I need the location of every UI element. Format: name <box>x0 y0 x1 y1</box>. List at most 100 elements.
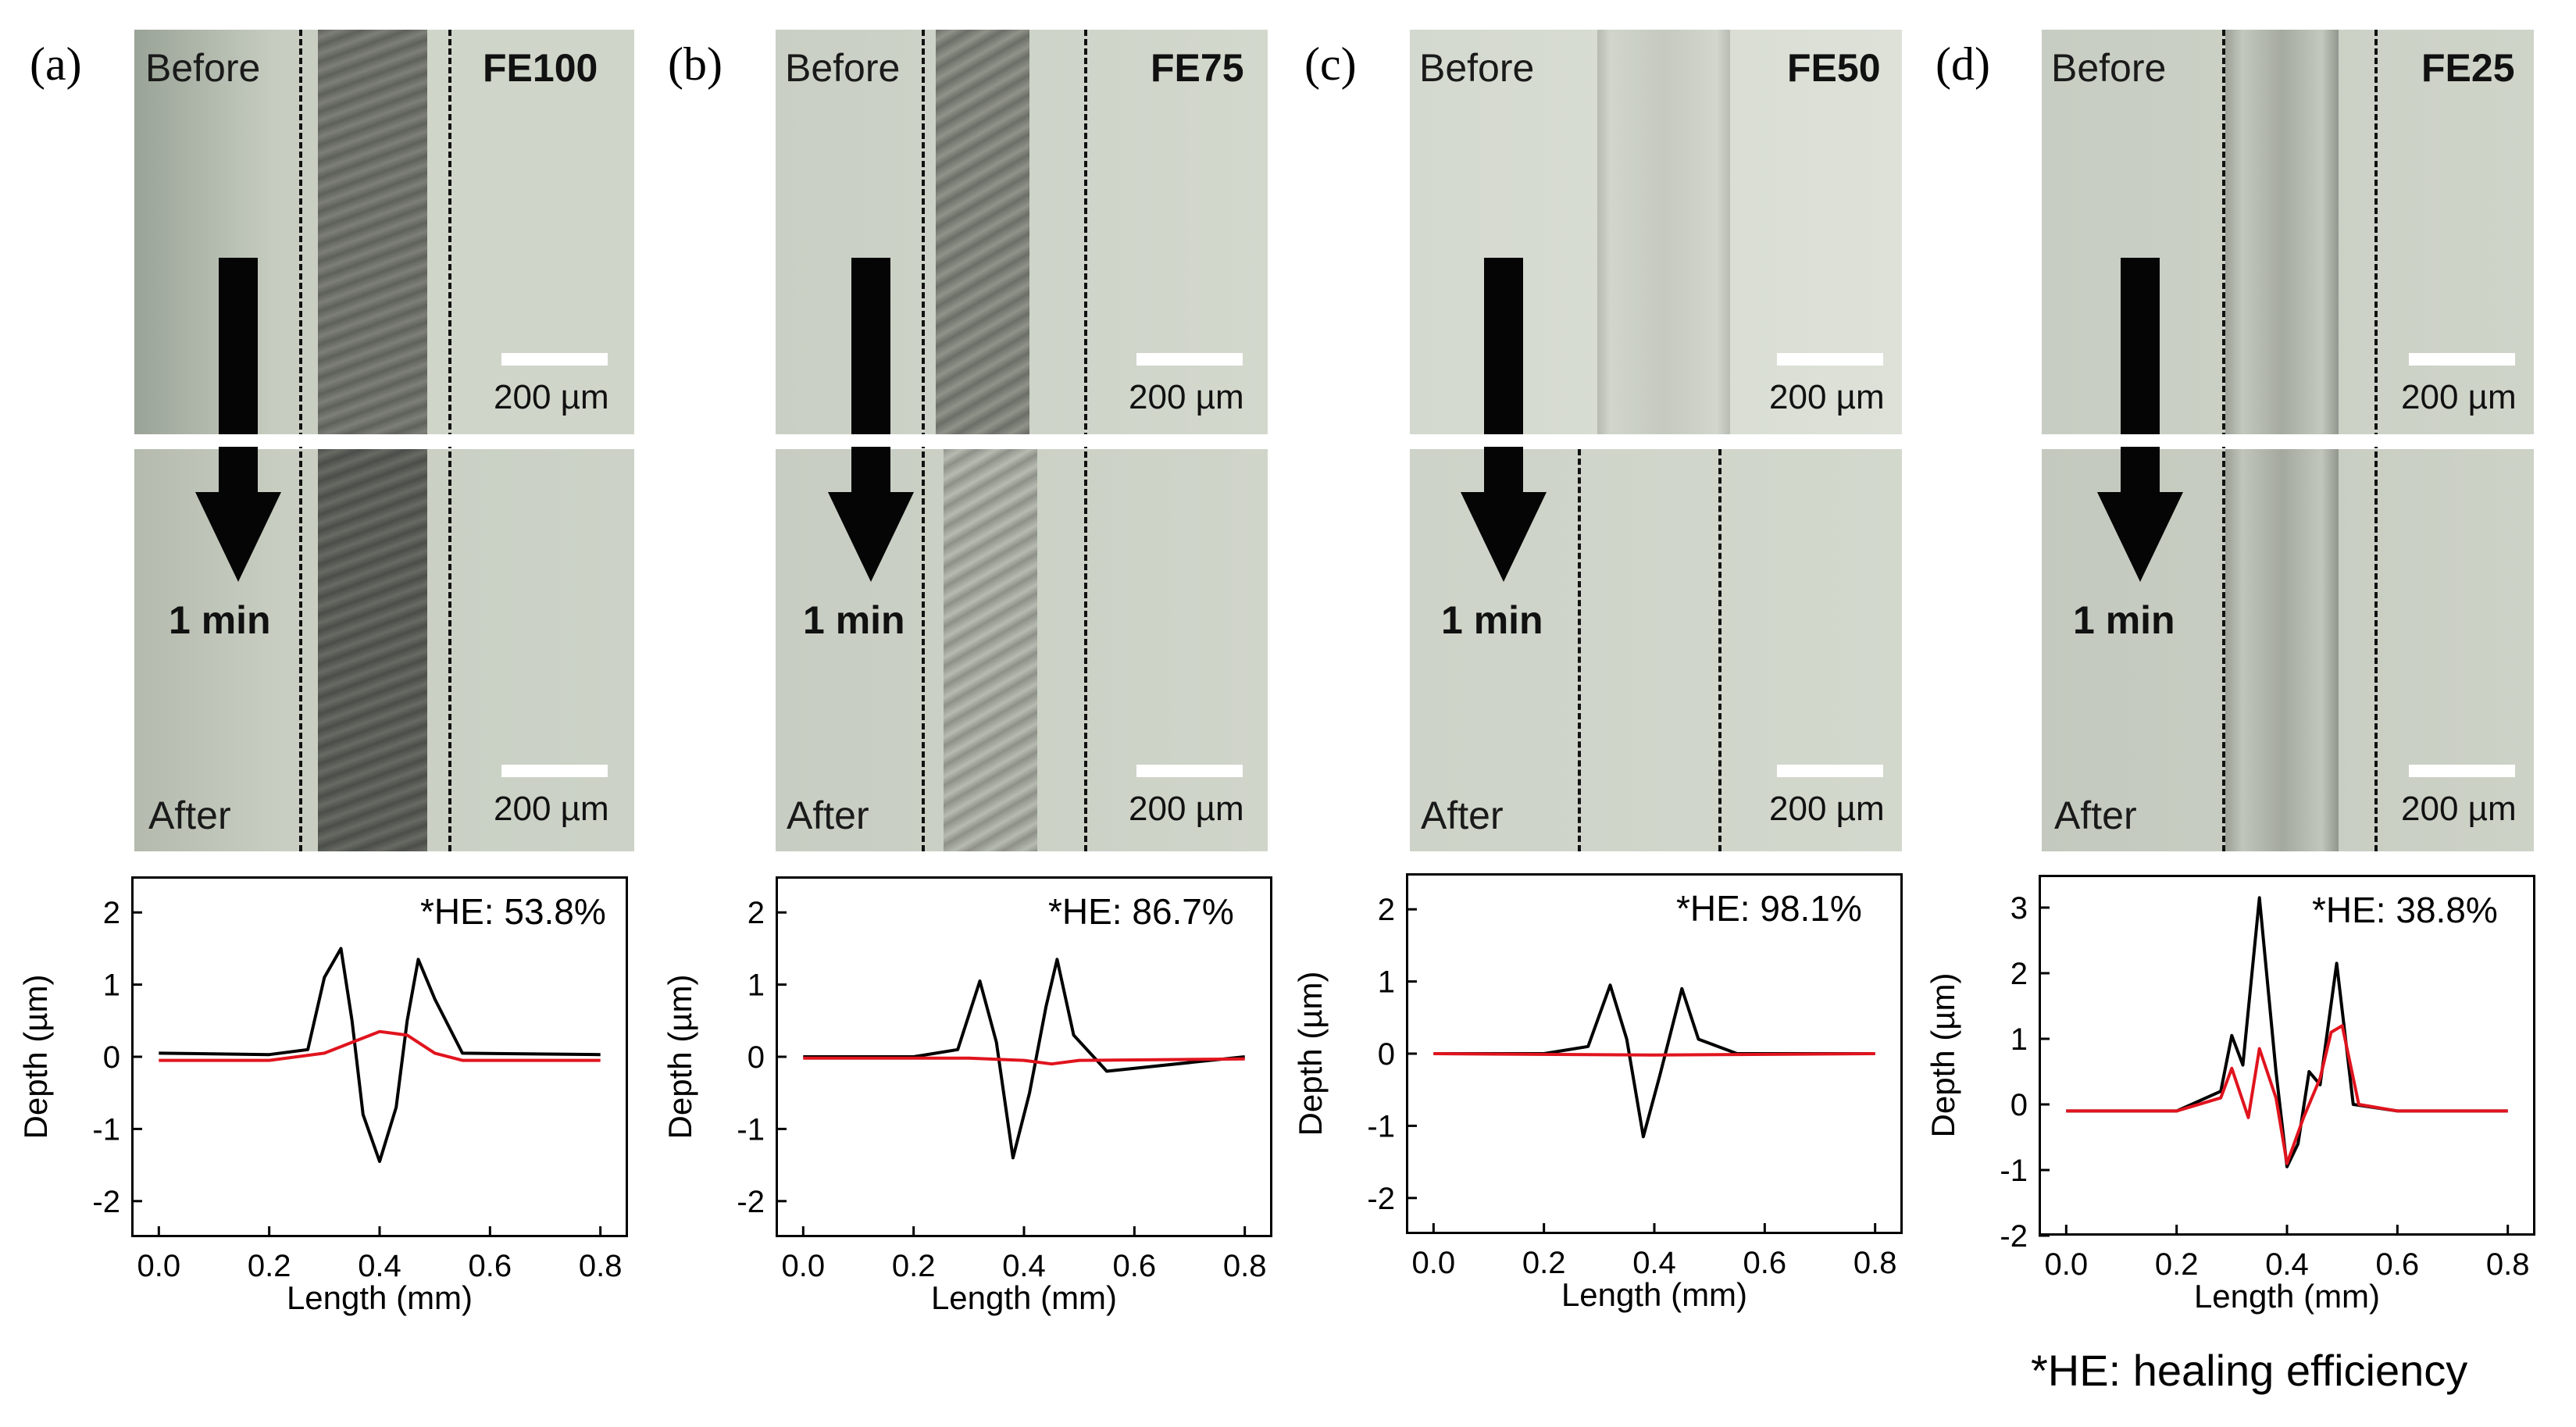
photo-separator <box>1410 434 1902 447</box>
y-tick-label: -1 <box>737 1112 765 1147</box>
y-axis-label: Depth (µm) <box>17 975 54 1140</box>
scale-bar-label: 200 µm <box>1769 378 1885 416</box>
x-tick-label: 0.2 <box>892 1249 936 1283</box>
y-tick-label: 2 <box>103 896 120 930</box>
photo-separator <box>2042 434 2534 447</box>
scale-bar-label: 200 µm <box>2401 790 2517 828</box>
scale-bar-label: 200 µm <box>1769 790 1885 828</box>
he-annotation: *HE: 38.8% <box>2312 890 2498 930</box>
scratch-band <box>1597 30 1730 436</box>
x-tick-label: 0.8 <box>1223 1249 1267 1283</box>
scale-bar <box>501 765 608 777</box>
x-tick-label: 0.6 <box>1113 1249 1157 1283</box>
x-axis-label: Length (mm) <box>287 1279 473 1316</box>
scale-bar-label: 200 µm <box>2401 378 2517 416</box>
y-tick-label: 0 <box>103 1040 120 1075</box>
footnote: *HE: healing efficiency <box>2031 1346 2468 1395</box>
y-tick-label: -2 <box>92 1185 120 1219</box>
scale-bar-label: 200 µm <box>1129 378 1244 416</box>
scratch-band <box>318 449 427 851</box>
y-tick-label: -2 <box>2000 1219 2028 1254</box>
x-tick-label: 0.2 <box>2155 1247 2199 1282</box>
after-label: After <box>2054 794 2137 837</box>
scale-bar <box>1136 353 1243 366</box>
panel-letter: (d) <box>1936 38 1990 90</box>
before-label: Before <box>2051 46 2167 90</box>
x-tick-label: 0.0 <box>782 1249 826 1283</box>
x-tick-label: 0.2 <box>1522 1246 1566 1280</box>
time-label: 1 min <box>2073 598 2175 642</box>
scale-bar <box>1777 353 1883 366</box>
scale-bar <box>501 353 608 366</box>
scale-bar <box>1136 765 1243 777</box>
before-depth-curve <box>803 958 1245 1160</box>
sample-label: FE50 <box>1787 46 1881 90</box>
x-tick-label: 0.4 <box>1002 1249 1046 1283</box>
y-tick-label: -1 <box>92 1112 120 1147</box>
before-label: Before <box>145 46 261 90</box>
scale-bar <box>2409 765 2515 777</box>
before-depth-curve <box>159 947 601 1163</box>
y-tick-label: 2 <box>2010 957 2028 991</box>
he-annotation: *HE: 86.7% <box>1048 891 1234 932</box>
time-label: 1 min <box>1441 598 1543 642</box>
sample-label: FE75 <box>1151 46 1244 90</box>
after-depth-curve <box>1433 1052 1875 1057</box>
y-tick-label: 1 <box>103 969 120 1003</box>
x-tick-label: 0.8 <box>2486 1247 2530 1282</box>
x-tick-label: 0.4 <box>2265 1247 2309 1282</box>
before-depth-curve <box>2066 896 2508 1168</box>
scratch-band <box>2225 449 2339 851</box>
y-tick-label: -1 <box>2000 1154 2028 1188</box>
time-arrow <box>1461 258 1547 582</box>
before-label: Before <box>1419 46 1535 90</box>
time-arrow <box>195 258 281 582</box>
y-tick-label: 0 <box>1378 1037 1395 1072</box>
y-tick-label: -1 <box>1367 1109 1395 1143</box>
after-label: After <box>787 794 869 837</box>
guide-line-right <box>1718 449 1721 851</box>
photo-separator <box>776 434 1268 447</box>
sample-label: FE25 <box>2421 46 2515 90</box>
panel-letter: (b) <box>668 38 722 90</box>
x-tick-label: 0.0 <box>1412 1246 1456 1280</box>
before-depth-curve <box>1433 983 1875 1139</box>
scratch-band <box>2225 30 2339 436</box>
x-tick-label: 0.0 <box>2045 1247 2089 1282</box>
guide-line-left <box>1578 449 1581 851</box>
y-tick-label: 1 <box>2010 1022 2028 1057</box>
scratch-band <box>944 449 1037 851</box>
x-tick-label: 0.2 <box>248 1249 291 1283</box>
micrograph-before: Before FE25 200 µm <box>2042 30 2534 436</box>
x-tick-label: 0.8 <box>1854 1246 1897 1280</box>
after-label: After <box>1421 794 1504 837</box>
y-tick-label: 0 <box>2010 1088 2028 1122</box>
before-label: Before <box>785 46 901 90</box>
x-tick-label: 0.6 <box>469 1249 512 1283</box>
micrograph-after: 1 min After 200 µm <box>1410 449 1902 851</box>
photo-separator <box>134 434 634 447</box>
time-label: 1 min <box>169 598 271 642</box>
scratch-band <box>936 30 1029 436</box>
micrograph-after: 1 min After 200 µm <box>134 449 634 851</box>
scratch-band <box>318 30 427 436</box>
x-axis-label: Length (mm) <box>1561 1276 1747 1313</box>
y-axis-label: Depth (µm) <box>1292 972 1329 1136</box>
y-axis-label: Depth (µm) <box>662 975 698 1140</box>
x-tick-label: 0.4 <box>1632 1246 1676 1280</box>
y-tick-label: -2 <box>1367 1182 1395 1216</box>
x-tick-label: 0.8 <box>579 1249 623 1283</box>
x-axis-label: Length (mm) <box>931 1279 1117 1316</box>
y-tick-label: 2 <box>1378 893 1395 927</box>
x-tick-label: 0.6 <box>2376 1247 2420 1282</box>
panel-letter: (a) <box>30 38 82 90</box>
y-tick-label: 3 <box>2010 891 2028 926</box>
time-label: 1 min <box>803 598 905 642</box>
x-axis-label: Length (mm) <box>2194 1278 2380 1315</box>
y-tick-label: 1 <box>1378 965 1395 1000</box>
x-tick-label: 0.4 <box>358 1249 401 1283</box>
he-annotation: *HE: 53.8% <box>420 891 606 932</box>
x-tick-label: 0.6 <box>1743 1246 1787 1280</box>
scale-bar-label: 200 µm <box>494 378 609 416</box>
